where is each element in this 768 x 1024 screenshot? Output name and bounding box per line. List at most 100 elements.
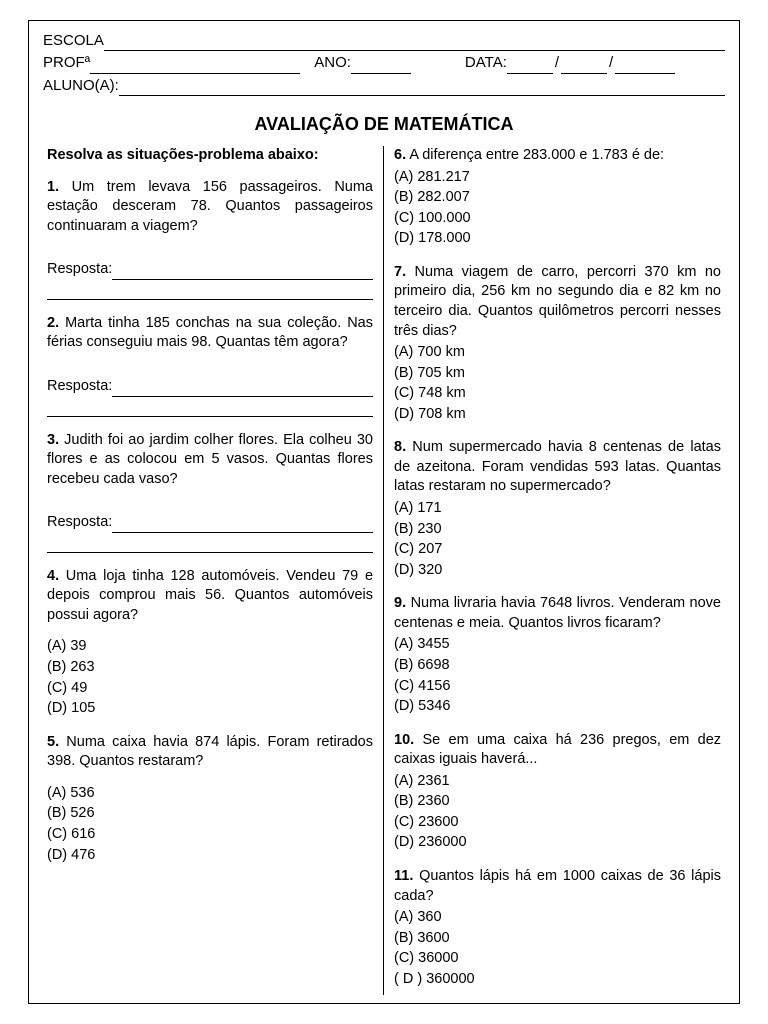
instruction: Resolva as situações-problema abaixo: <box>47 146 373 166</box>
q11-opt-a[interactable]: (A) 360 <box>394 908 721 928</box>
fill-aluno[interactable] <box>119 82 725 96</box>
slash-2: / <box>607 53 615 73</box>
q1-num: 1. <box>47 179 59 195</box>
q10-options: (A) 2361 (B) 2360 (C) 23600 (D) 236000 <box>394 772 721 853</box>
q7-text: Numa viagem de carro, percorri 370 km no… <box>394 264 721 339</box>
resposta-label: Resposta: <box>47 260 112 280</box>
q9-num: 9. <box>394 595 406 611</box>
worksheet-page: ESCOLA PROFª ANO: DATA: / / ALUNO(A): AV… <box>28 20 740 1004</box>
q8-text: Num supermercado havia 8 centenas de lat… <box>394 439 721 494</box>
slash-1: / <box>553 53 561 73</box>
question-3: 3. Judith foi ao jardim colher flores. E… <box>47 431 373 490</box>
question-8: 8. Num supermercado havia 8 centenas de … <box>394 438 721 580</box>
q10-opt-a[interactable]: (A) 2361 <box>394 772 721 792</box>
q9-opt-a[interactable]: (A) 3455 <box>394 635 721 655</box>
q6-num: 6. <box>394 147 406 163</box>
label-escola: ESCOLA <box>43 31 104 51</box>
resposta-label: Resposta: <box>47 513 112 533</box>
q6-opt-c[interactable]: (C) 100.000 <box>394 209 721 229</box>
q3-resp-fill[interactable] <box>112 519 373 533</box>
q4-opt-d[interactable]: (D) 105 <box>47 699 373 719</box>
q8-opt-b[interactable]: (B) 230 <box>394 520 721 540</box>
q6-opt-b[interactable]: (B) 282.007 <box>394 188 721 208</box>
q5-opt-b[interactable]: (B) 526 <box>47 804 373 824</box>
page-title: AVALIAÇÃO DE MATEMÁTICA <box>43 112 725 136</box>
q9-opt-b[interactable]: (B) 6698 <box>394 656 721 676</box>
q11-opt-d[interactable]: ( D ) 360000 <box>394 970 721 990</box>
label-prof: PROFª <box>43 53 90 73</box>
q4-text: Uma loja tinha 128 automóveis. Vendeu 79… <box>47 568 373 623</box>
line-escola: ESCOLA <box>43 31 725 51</box>
q7-opt-d[interactable]: (D) 708 km <box>394 405 721 425</box>
q8-num: 8. <box>394 439 406 455</box>
q5-options: (A) 536 (B) 526 (C) 616 (D) 476 <box>47 784 373 865</box>
question-10: 10. Se em uma caixa há 236 pregos, em de… <box>394 731 721 853</box>
question-9: 9. Numa livraria havia 7648 livros. Vend… <box>394 594 721 716</box>
header-block: ESCOLA PROFª ANO: DATA: / / ALUNO(A): <box>43 31 725 98</box>
q3-text: Judith foi ao jardim colher flores. Ela … <box>47 432 373 487</box>
question-7: 7. Numa viagem de carro, percorri 370 km… <box>394 263 721 425</box>
q2-num: 2. <box>47 315 59 331</box>
q8-opt-c[interactable]: (C) 207 <box>394 540 721 560</box>
col-right: 6. A diferença entre 283.000 e 1.783 é d… <box>384 146 725 995</box>
q3-resposta: Resposta: <box>47 513 373 533</box>
q10-text: Se em uma caixa há 236 pregos, em dez ca… <box>394 732 721 768</box>
columns: Resolva as situações-problema abaixo: 1.… <box>43 146 725 995</box>
fill-prof[interactable] <box>90 60 300 74</box>
q4-opt-a[interactable]: (A) 39 <box>47 637 373 657</box>
q5-text: Numa caixa havia 874 lápis. Foram retira… <box>47 734 373 770</box>
q9-text: Numa livraria havia 7648 livros. Vendera… <box>394 595 721 631</box>
q4-opt-b[interactable]: (B) 263 <box>47 658 373 678</box>
fill-data-m[interactable] <box>561 60 607 74</box>
q7-opt-a[interactable]: (A) 700 km <box>394 343 721 363</box>
q10-opt-d[interactable]: (D) 236000 <box>394 833 721 853</box>
resposta-label: Resposta: <box>47 377 112 397</box>
q1-resp-fill[interactable] <box>112 266 373 280</box>
q4-options: (A) 39 (B) 263 (C) 49 (D) 105 <box>47 637 373 718</box>
q2-resposta: Resposta: <box>47 377 373 397</box>
q4-opt-c[interactable]: (C) 49 <box>47 679 373 699</box>
q9-opt-c[interactable]: (C) 4156 <box>394 677 721 697</box>
q8-opt-d[interactable]: (D) 320 <box>394 561 721 581</box>
q6-options: (A) 281.217 (B) 282.007 (C) 100.000 (D) … <box>394 168 721 249</box>
q5-num: 5. <box>47 734 59 750</box>
q1-resposta: Resposta: <box>47 260 373 280</box>
q10-opt-b[interactable]: (B) 2360 <box>394 792 721 812</box>
q3-blank[interactable] <box>47 539 373 553</box>
col-left: Resolva as situações-problema abaixo: 1.… <box>43 146 384 995</box>
q5-opt-a[interactable]: (A) 536 <box>47 784 373 804</box>
q5-opt-c[interactable]: (C) 616 <box>47 825 373 845</box>
q9-options: (A) 3455 (B) 6698 (C) 4156 (D) 5346 <box>394 635 721 716</box>
question-11: 11. Quantos lápis há em 1000 caixas de 3… <box>394 867 721 989</box>
fill-ano[interactable] <box>351 60 411 74</box>
question-2: 2. Marta tinha 185 conchas na sua coleçã… <box>47 314 373 353</box>
q6-opt-a[interactable]: (A) 281.217 <box>394 168 721 188</box>
q2-resp-fill[interactable] <box>112 383 373 397</box>
q7-opt-c[interactable]: (C) 748 km <box>394 384 721 404</box>
q1-text: Um trem levava 156 passageiros. Numa est… <box>47 179 373 234</box>
q3-num: 3. <box>47 432 59 448</box>
line-prof-ano-data: PROFª ANO: DATA: / / <box>43 53 725 73</box>
fill-data-y[interactable] <box>615 60 675 74</box>
q11-options: (A) 360 (B) 3600 (C) 36000 ( D ) 360000 <box>394 908 721 989</box>
fill-escola[interactable] <box>104 37 725 51</box>
q2-blank[interactable] <box>47 403 373 417</box>
q9-opt-d[interactable]: (D) 5346 <box>394 697 721 717</box>
q8-options: (A) 171 (B) 230 (C) 207 (D) 320 <box>394 499 721 580</box>
q10-opt-c[interactable]: (C) 23600 <box>394 813 721 833</box>
q6-opt-d[interactable]: (D) 178.000 <box>394 229 721 249</box>
q6-text: A diferença entre 283.000 e 1.783 é de: <box>409 147 664 163</box>
q7-opt-b[interactable]: (B) 705 km <box>394 364 721 384</box>
fill-data-d[interactable] <box>507 60 553 74</box>
q5-opt-d[interactable]: (D) 476 <box>47 846 373 866</box>
q1-blank[interactable] <box>47 286 373 300</box>
question-6: 6. A diferença entre 283.000 e 1.783 é d… <box>394 146 721 249</box>
question-1: 1. Um trem levava 156 passageiros. Numa … <box>47 178 373 237</box>
label-data: DATA: <box>465 53 507 73</box>
q11-opt-c[interactable]: (C) 36000 <box>394 949 721 969</box>
question-5: 5. Numa caixa havia 874 lápis. Foram ret… <box>47 733 373 865</box>
q10-num: 10. <box>394 732 414 748</box>
q8-opt-a[interactable]: (A) 171 <box>394 499 721 519</box>
q11-opt-b[interactable]: (B) 3600 <box>394 929 721 949</box>
line-aluno: ALUNO(A): <box>43 76 725 96</box>
